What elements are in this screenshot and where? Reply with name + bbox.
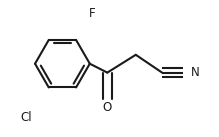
Text: N: N — [191, 66, 199, 79]
Text: F: F — [89, 7, 95, 20]
Text: Cl: Cl — [20, 111, 32, 124]
Text: O: O — [103, 101, 112, 114]
